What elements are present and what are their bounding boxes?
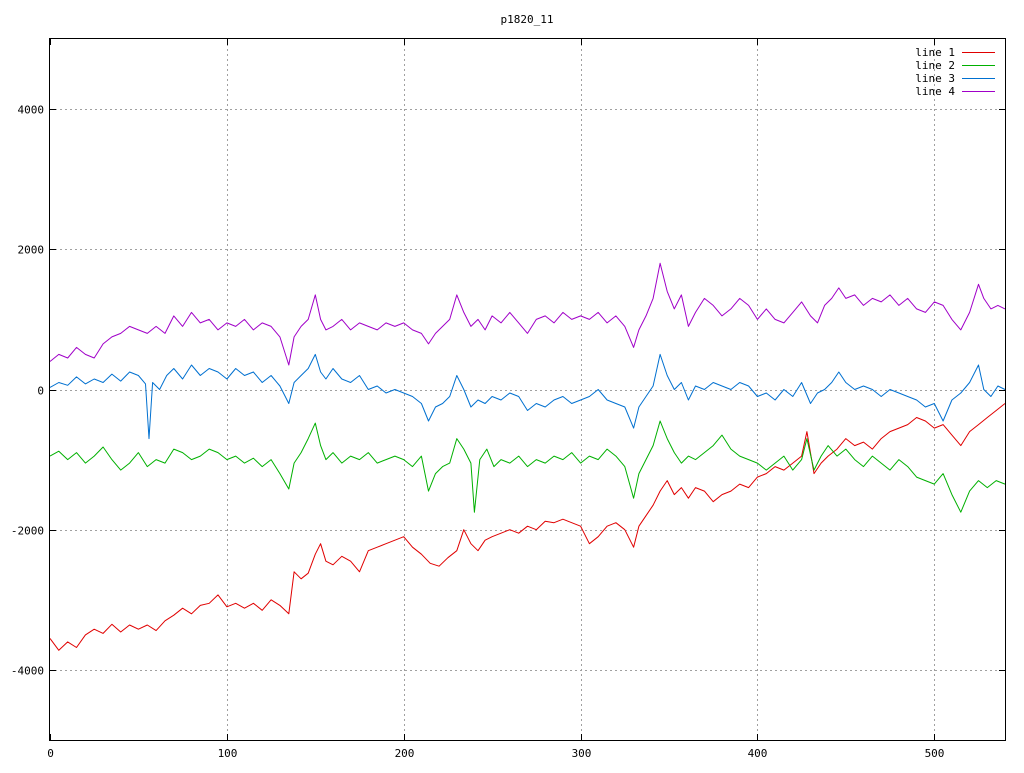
y-tick-label: 4000 [18, 104, 45, 117]
x-tick-label: 0 [47, 747, 54, 760]
x-tick-label: 500 [925, 747, 945, 760]
series-lines [49, 262, 1006, 651]
axis-tick-labels: 0 100 200 300 400 500 -4000 -2000 0 2000 4000 [11, 104, 945, 761]
y-tick-label: 2000 [18, 244, 45, 257]
series-line-3 [49, 353, 1006, 440]
grid [50, 39, 1005, 740]
axis-ticks [50, 39, 1005, 740]
x-tick-label: 400 [748, 747, 768, 760]
y-tick-label: -4000 [11, 665, 44, 678]
series-line-1 [49, 403, 1006, 651]
x-tick-label: 100 [218, 747, 238, 760]
x-tick-label: 200 [395, 747, 415, 760]
legend-label: line 2 [915, 59, 955, 72]
chart-title: p1820_11 [501, 13, 554, 26]
legend-label: line 1 [915, 46, 955, 59]
series-line-4 [49, 262, 1006, 366]
legend-label: line 3 [915, 72, 955, 85]
series-line-2 [49, 420, 1006, 513]
y-tick-label: -2000 [11, 525, 44, 538]
x-tick-label: 300 [572, 747, 592, 760]
y-tick-label: 0 [37, 385, 44, 398]
plot-frame [49, 38, 1006, 741]
legend-label: line 4 [915, 85, 955, 98]
